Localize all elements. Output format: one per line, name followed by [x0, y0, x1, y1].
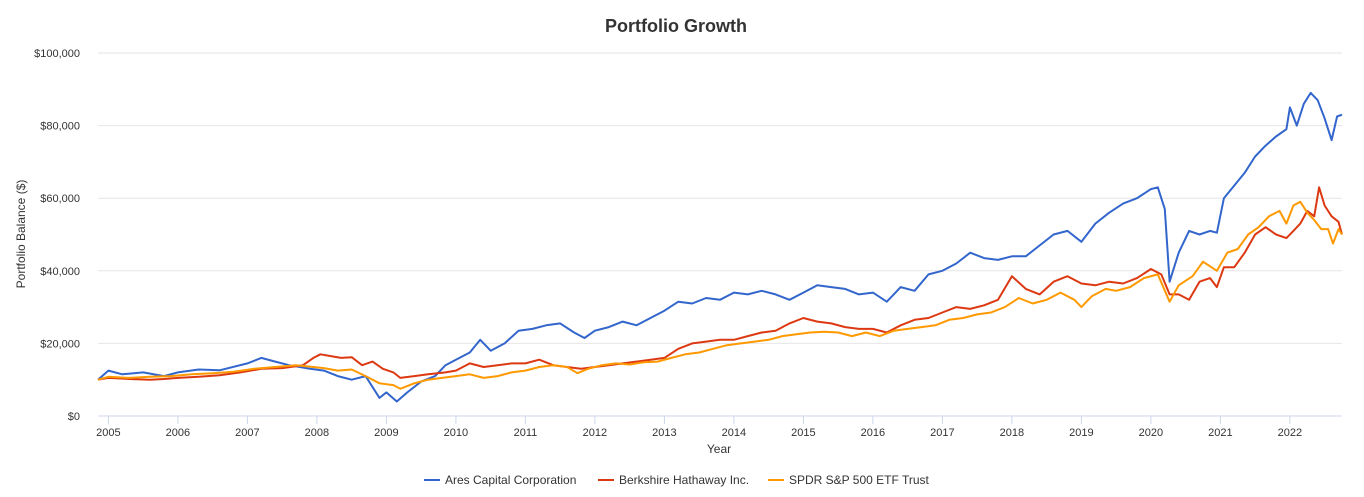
x-tick-label: 2020: [1139, 427, 1163, 439]
legend: Ares Capital Corporation Berkshire Hathaw…: [424, 473, 929, 487]
x-tick-label: 2013: [652, 427, 676, 439]
chart-title: Portfolio Growth: [605, 16, 747, 36]
x-tick-label: 2011: [514, 427, 538, 439]
x-tick-label: 2007: [235, 427, 259, 439]
x-tick-label: 2012: [583, 427, 607, 439]
legend-item[interactable]: Berkshire Hathaway Inc.: [598, 473, 749, 487]
legend-item[interactable]: Ares Capital Corporation: [424, 473, 576, 487]
x-tick-label: 2008: [305, 427, 329, 439]
x-tick-label: 2019: [1069, 427, 1093, 439]
y-tick-label: $20,000: [40, 338, 80, 350]
grid-lines: [98, 52, 1342, 344]
y-tick-label: $100,000: [34, 48, 80, 60]
x-tick-label: 2006: [166, 427, 190, 439]
x-tick-label: 2017: [930, 427, 954, 439]
legend-label: Berkshire Hathaway Inc.: [619, 473, 749, 487]
x-tick-label: 2022: [1278, 427, 1302, 439]
x-tick-label: 2014: [722, 427, 746, 439]
legend-label: SPDR S&P 500 ETF Trust: [789, 473, 929, 487]
series-line-2: [97, 186, 1343, 381]
y-axis-ticks: $0 $20,000 $40,000 $60,000 $80,000 $100,000: [34, 48, 80, 423]
x-tick-label: 2018: [1000, 427, 1024, 439]
x-axis-title: Year: [707, 442, 731, 456]
y-axis-title: Portfolio Balance ($): [14, 180, 28, 289]
series-lines: [97, 91, 1343, 403]
x-axis-ticks: 2005 2006 2007 2008 2009 2010 2011 2012 2013 2014…: [96, 416, 1302, 439]
x-tick-label: 2021: [1208, 427, 1232, 439]
x-tick-label: 2015: [791, 427, 815, 439]
y-tick-label: $60,000: [40, 193, 80, 205]
y-tick-label: $40,000: [40, 266, 80, 278]
y-tick-label: $0: [68, 411, 80, 423]
legend-item[interactable]: SPDR S&P 500 ETF Trust: [768, 473, 929, 487]
series-line-1: [97, 91, 1343, 403]
x-tick-label: 2009: [374, 427, 398, 439]
series-line-3: [97, 200, 1343, 390]
x-tick-label: 2016: [861, 427, 885, 439]
y-tick-label: $80,000: [40, 121, 80, 133]
legend-label: Ares Capital Corporation: [445, 473, 576, 487]
x-tick-label: 2005: [96, 427, 120, 439]
x-tick-label: 2010: [444, 427, 468, 439]
